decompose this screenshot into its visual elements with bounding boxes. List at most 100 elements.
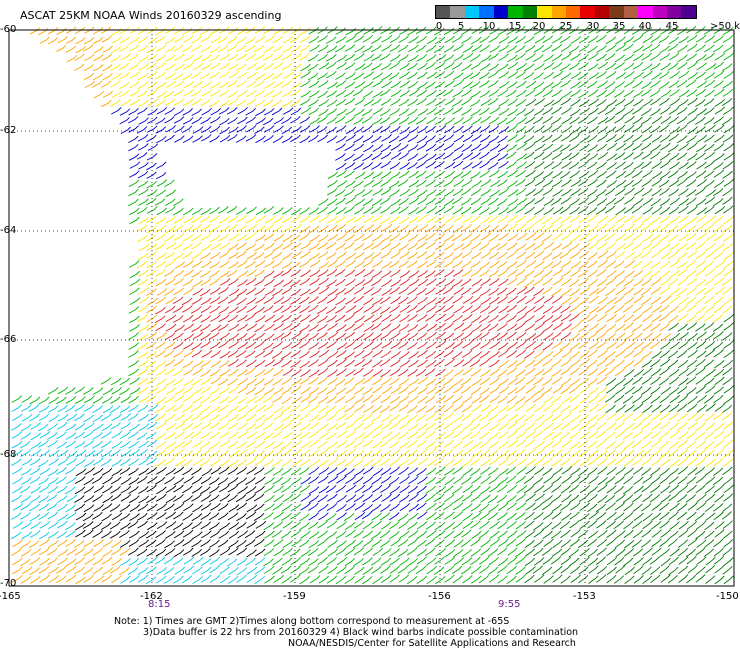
wind-barb bbox=[75, 468, 87, 477]
wind-barb bbox=[389, 565, 400, 574]
wind-barb bbox=[164, 234, 175, 242]
wind-barb bbox=[658, 377, 670, 386]
wind-barb bbox=[137, 448, 148, 457]
wind-barb bbox=[570, 574, 581, 583]
wind-barb bbox=[686, 440, 697, 449]
wind-barb bbox=[372, 125, 383, 134]
wind-barb bbox=[146, 484, 157, 493]
wind-barb bbox=[262, 422, 274, 431]
wind-barb bbox=[470, 468, 481, 477]
wind-barb bbox=[533, 242, 545, 251]
wind-barb bbox=[696, 232, 707, 241]
wind-barb bbox=[182, 135, 194, 143]
wind-barb bbox=[226, 269, 238, 278]
wind-barb bbox=[209, 565, 220, 574]
wind-barb bbox=[524, 44, 536, 53]
wind-barb bbox=[660, 358, 671, 367]
wind-barb bbox=[569, 359, 581, 368]
wind-barb bbox=[128, 81, 140, 89]
wind-barb bbox=[29, 530, 41, 538]
wind-barb bbox=[308, 395, 319, 404]
wind-barb bbox=[713, 511, 724, 521]
wind-barb bbox=[542, 358, 553, 367]
wind-barb bbox=[343, 513, 355, 522]
wind-barb bbox=[173, 494, 184, 502]
wind-barb bbox=[75, 512, 87, 521]
wind-barb bbox=[362, 466, 374, 475]
wind-barb bbox=[677, 61, 688, 70]
wind-barb bbox=[542, 35, 554, 44]
wind-barb bbox=[687, 467, 698, 476]
wind-barb bbox=[173, 549, 185, 558]
wind-barb bbox=[471, 413, 482, 422]
wind-barb bbox=[236, 36, 247, 44]
wind-barb bbox=[695, 71, 707, 80]
wind-barb bbox=[372, 214, 383, 223]
wind-barb bbox=[604, 107, 616, 115]
wind-barb bbox=[290, 215, 302, 223]
wind-barb bbox=[623, 179, 634, 188]
wind-barb bbox=[435, 431, 446, 440]
wind-barb bbox=[281, 458, 292, 467]
wind-barb bbox=[272, 135, 284, 143]
wind-barb bbox=[21, 458, 33, 466]
wind-barb bbox=[462, 215, 473, 224]
wind-barb bbox=[407, 368, 418, 377]
wind-barb bbox=[165, 206, 176, 214]
wind-barb bbox=[39, 484, 50, 493]
wind-barb bbox=[668, 250, 679, 260]
wind-barb bbox=[613, 260, 625, 269]
wind-barb bbox=[245, 486, 257, 495]
wind-barb bbox=[128, 306, 140, 314]
wind-barb bbox=[435, 286, 446, 295]
wind-barb bbox=[335, 72, 346, 80]
wind-barb bbox=[678, 215, 689, 224]
wind-barb bbox=[300, 369, 311, 378]
wind-barb bbox=[209, 62, 221, 70]
wind-barb bbox=[498, 53, 509, 61]
wind-barb bbox=[317, 251, 329, 259]
wind-barb bbox=[678, 367, 689, 377]
wind-barb bbox=[704, 286, 715, 295]
wind-barb bbox=[372, 494, 383, 503]
wind-barb bbox=[262, 450, 274, 459]
wind-barb bbox=[434, 512, 445, 521]
wind-barb bbox=[91, 80, 103, 88]
wind-barb bbox=[624, 449, 635, 458]
wind-barb bbox=[669, 458, 680, 468]
wind-barb bbox=[723, 349, 734, 359]
wind-barb bbox=[723, 143, 734, 152]
wind-barb bbox=[192, 458, 204, 466]
wind-barb bbox=[587, 494, 598, 503]
wind-barb bbox=[489, 394, 501, 403]
wind-barb bbox=[659, 71, 670, 80]
wind-barb bbox=[568, 45, 580, 54]
wind-barb bbox=[524, 286, 535, 295]
wind-barb bbox=[461, 557, 473, 566]
wind-barb bbox=[262, 342, 274, 351]
wind-barb bbox=[399, 62, 410, 71]
wind-barb bbox=[642, 98, 653, 107]
wind-barb bbox=[397, 296, 409, 305]
wind-barb bbox=[309, 252, 320, 261]
wind-barb bbox=[128, 467, 139, 476]
wind-barb bbox=[227, 467, 239, 475]
wind-barb bbox=[604, 358, 616, 367]
wind-barb bbox=[704, 143, 715, 152]
wind-barb bbox=[263, 367, 274, 376]
wind-barb bbox=[615, 278, 626, 287]
wind-barb bbox=[199, 458, 211, 467]
wind-barb bbox=[253, 44, 265, 53]
wind-barb bbox=[101, 503, 113, 511]
wind-barb bbox=[668, 556, 679, 566]
wind-barb bbox=[245, 36, 256, 45]
wind-barb bbox=[363, 179, 374, 188]
wind-barb bbox=[190, 233, 202, 242]
wind-barb bbox=[650, 323, 661, 332]
wind-barb bbox=[668, 170, 679, 179]
wind-barb bbox=[650, 241, 661, 250]
wind-barb bbox=[479, 556, 490, 565]
wind-barb bbox=[552, 277, 564, 286]
wind-barb bbox=[137, 134, 149, 142]
wind-barb bbox=[173, 358, 184, 367]
